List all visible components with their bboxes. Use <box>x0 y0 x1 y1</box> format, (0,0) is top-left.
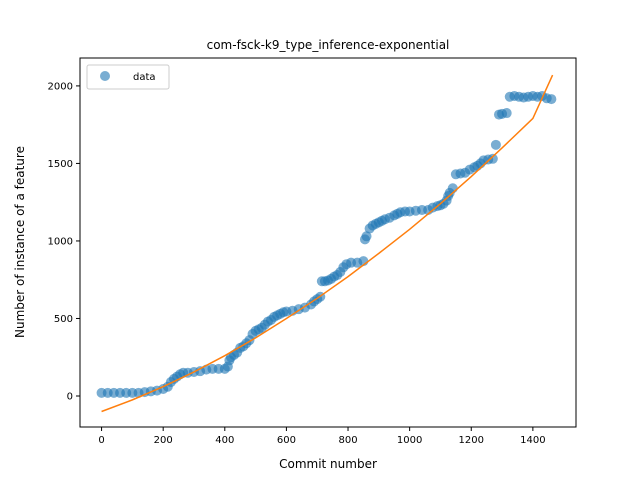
y-tick-label: 0 <box>67 391 73 402</box>
x-tick-label: 1400 <box>520 435 545 446</box>
data-point <box>501 108 512 119</box>
fit-series <box>101 74 554 413</box>
legend-marker-data <box>100 71 110 81</box>
legend-label-data: data <box>133 72 156 83</box>
data-point <box>490 139 501 150</box>
data-point <box>361 231 372 242</box>
fit-line <box>101 74 554 413</box>
data-point <box>546 94 557 105</box>
y-tick-label: 500 <box>54 314 73 325</box>
x-tick-label: 800 <box>338 435 357 446</box>
x-axis-ticks: 0 200 400 600 800 1000 1200 1400 <box>98 427 546 446</box>
legend-box <box>86 64 170 90</box>
data-point <box>447 183 458 194</box>
y-axis-ticks: 0 500 1000 1500 2000 <box>48 81 80 402</box>
chart-title: com-fsck-k9_type_inference-exponential <box>207 38 450 52</box>
x-tick-label: 200 <box>154 435 173 446</box>
x-tick-label: 600 <box>277 435 296 446</box>
legend: data <box>86 64 170 90</box>
y-tick-label: 1500 <box>48 159 73 170</box>
plot-frame <box>79 57 577 428</box>
y-tick-label: 1000 <box>48 236 73 247</box>
data-point <box>487 153 498 164</box>
x-tick-label: 400 <box>215 435 234 446</box>
x-tick-label: 1000 <box>397 435 422 446</box>
x-axis-label: Commit number <box>279 457 377 471</box>
x-tick-label: 0 <box>98 435 104 446</box>
y-tick-label: 2000 <box>48 81 73 92</box>
data-series <box>96 90 557 398</box>
y-axis-label: Number of instance of a feature <box>13 146 27 338</box>
x-tick-label: 1200 <box>459 435 484 446</box>
plot-area <box>96 74 557 413</box>
